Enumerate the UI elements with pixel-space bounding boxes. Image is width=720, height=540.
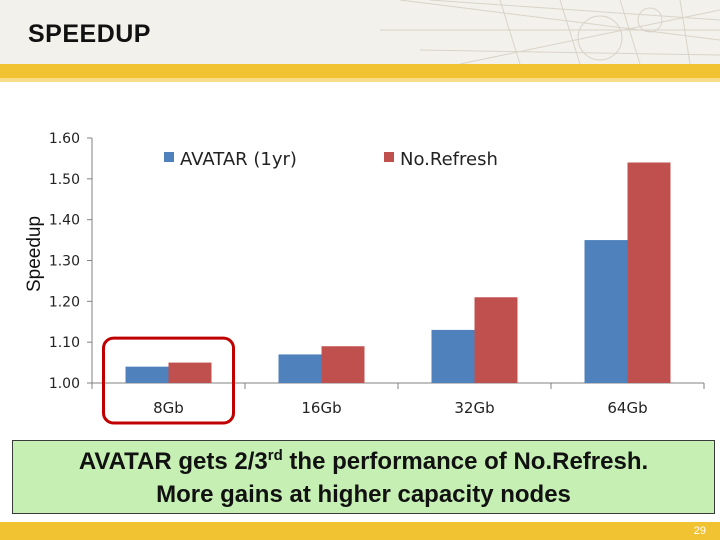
legend-swatch-1 bbox=[384, 152, 394, 162]
y-axis-title: Speedup bbox=[24, 216, 45, 292]
y-tick-label-6: 1.60 bbox=[49, 131, 80, 147]
conclusion-callout: AVATAR gets 2/3rd the performance of No.… bbox=[12, 440, 715, 514]
callout-superscript: rd bbox=[267, 447, 283, 464]
page-number: 29 bbox=[693, 525, 706, 537]
bar-norefresh-32Gb bbox=[474, 297, 518, 383]
y-tick-label-1: 1.10 bbox=[49, 335, 80, 351]
bar-avatar-8Gb bbox=[125, 366, 169, 383]
callout-text-b: the performance of No.Refresh. bbox=[282, 448, 649, 475]
y-tick-label-0: 1.00 bbox=[49, 376, 80, 392]
background-decoration bbox=[380, 0, 720, 64]
x-tick-label-64Gb: 64Gb bbox=[607, 399, 647, 417]
header-stripe bbox=[0, 64, 720, 78]
header-stripe-light bbox=[0, 78, 720, 82]
bar-norefresh-64Gb bbox=[627, 162, 671, 383]
y-tick-label-2: 1.20 bbox=[49, 294, 80, 310]
callout-text-a: AVATAR gets 2/3 bbox=[78, 448, 268, 475]
x-tick-label-16Gb: 16Gb bbox=[301, 399, 341, 417]
footer-stripe bbox=[0, 522, 720, 540]
bar-avatar-32Gb bbox=[431, 329, 475, 383]
bar-norefresh-8Gb bbox=[168, 362, 212, 383]
bar-avatar-64Gb bbox=[584, 240, 628, 383]
x-tick-label-8Gb: 8Gb bbox=[153, 399, 184, 417]
highlight-box-8Gb bbox=[102, 336, 235, 425]
callout-line-1: AVATAR gets 2/3rd the performance of No.… bbox=[13, 445, 714, 478]
callout-line-2: More gains at higher capacity nodes bbox=[156, 481, 571, 508]
y-tick-label-3: 1.30 bbox=[49, 254, 80, 270]
y-tick-label-5: 1.50 bbox=[49, 172, 80, 188]
x-tick-label-32Gb: 32Gb bbox=[454, 399, 494, 417]
bar-avatar-16Gb bbox=[278, 354, 322, 383]
bar-norefresh-16Gb bbox=[321, 346, 365, 383]
y-tick-label-4: 1.40 bbox=[49, 213, 80, 229]
legend-swatch-0 bbox=[164, 152, 174, 162]
header-band: SPEEDUP bbox=[0, 0, 720, 64]
legend-label-1: No.Refresh bbox=[400, 149, 498, 170]
legend-label-0: AVATAR (1yr) bbox=[180, 149, 297, 170]
slide-title: SPEEDUP bbox=[28, 20, 151, 48]
speedup-chart: 1.00 1.10 1.20 1.30 1.40 1.50 1.60 Speedup 8Gb 16… bbox=[24, 131, 705, 425]
